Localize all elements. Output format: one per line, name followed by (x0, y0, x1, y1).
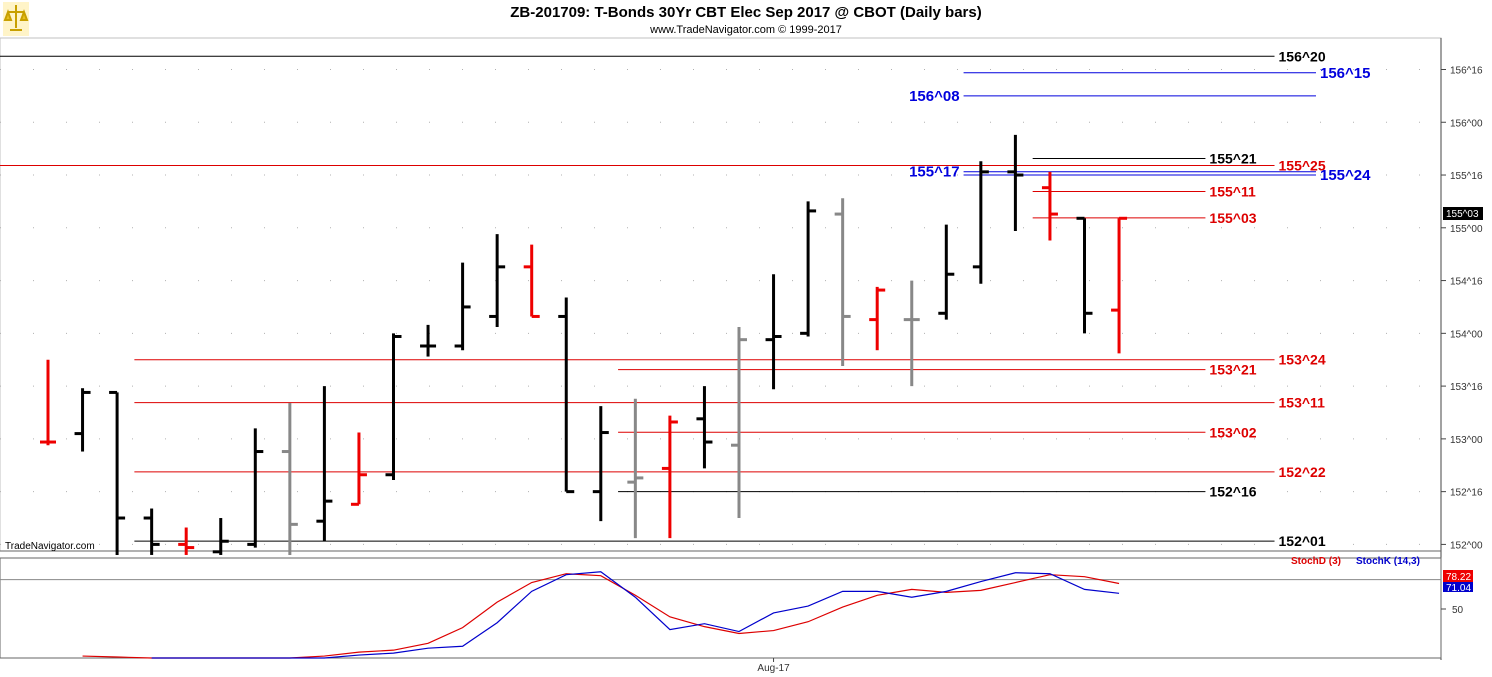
level-label: 153^24 (1279, 352, 1326, 368)
level-label: 152^16 (1209, 484, 1256, 500)
ohlc-bar (592, 406, 609, 522)
level-label: 155^25 (1279, 158, 1326, 174)
ohlc-bar (765, 274, 782, 390)
ohlc-bar (281, 402, 298, 555)
ohlc-bar (454, 262, 471, 351)
level-label: 155^21 (1209, 151, 1256, 167)
stoch-line (151, 571, 1120, 659)
ohlc-bar (661, 415, 678, 539)
ohlc-bar (178, 527, 195, 555)
y-tick-label: 154^16 (1450, 277, 1483, 288)
ohlc-bar (869, 286, 886, 351)
level-label: 155^11 (1209, 184, 1256, 200)
ohlc-bars (40, 134, 1128, 555)
level-label: 152^01 (1279, 533, 1326, 549)
ohlc-bar (731, 326, 747, 519)
ohlc-bar (903, 280, 920, 387)
ohlc-bar (800, 201, 817, 337)
y-tick-label: 155^16 (1450, 171, 1483, 182)
ohlc-bar (1007, 134, 1024, 231)
price-grid (0, 68, 1441, 545)
y-tick-label: 153^16 (1450, 382, 1483, 393)
chart-subtitle: www.TradeNavigator.com © 1999-2017 (649, 24, 842, 36)
ohlc-bar (74, 388, 91, 452)
ohlc-bar (1076, 216, 1093, 334)
last-price-label: 155^03 (1446, 209, 1479, 220)
level-label: 155^24 (1320, 167, 1371, 184)
level-label: 156^08 (909, 88, 959, 105)
ohlc-bar (1041, 171, 1058, 241)
ohlc-bar (316, 386, 333, 542)
ohlc-bar (523, 244, 540, 318)
y-tick-label: 155^00 (1450, 224, 1483, 235)
y-tick-label: 153^00 (1450, 435, 1483, 446)
stochD-badge (1443, 570, 1473, 582)
level-label: 153^11 (1279, 395, 1326, 411)
date-axis: Aug-17 (757, 658, 790, 674)
stoch-tick-label: 50 (1452, 605, 1464, 616)
last-price-badge: 155^03 (1443, 207, 1483, 220)
stochK-legend: StochK (14,3) (1356, 556, 1420, 567)
stochK-badge-label: 71.04 (1446, 583, 1471, 594)
level-label: 153^21 (1209, 362, 1256, 378)
level-label: 155^03 (1209, 210, 1256, 226)
ohlc-bar (696, 386, 713, 469)
level-label: 155^17 (909, 164, 959, 181)
y-tick-label: 154^00 (1450, 329, 1483, 340)
level-label: 153^02 (1209, 424, 1256, 440)
ohlc-bar (143, 508, 160, 555)
ohlc-bar (627, 398, 644, 539)
stochK-badge (1443, 582, 1473, 592)
stochD-legend: StochD (3) (1291, 556, 1341, 567)
level-label: 156^15 (1320, 65, 1370, 82)
y-tick-label: 152^16 (1450, 488, 1483, 499)
watermark: TradeNavigator.com (5, 541, 95, 552)
ohlc-bar (834, 198, 851, 367)
level-label: 152^22 (1279, 464, 1326, 480)
ohlc-bar (385, 333, 402, 481)
x-tick-label: Aug-17 (757, 663, 790, 674)
y-tick-label: 152^00 (1450, 540, 1483, 551)
ohlc-bar (40, 359, 56, 446)
y-tick-label: 156^16 (1450, 65, 1483, 76)
price-axis: 152^00 152^16 153^00 153^16 154^00 154^16 155^… (1441, 65, 1483, 551)
stochD-badge-label: 78.22 (1446, 572, 1471, 583)
ohlc-bar (489, 234, 506, 327)
ohlc-bar (350, 432, 367, 506)
ohlc-bar (247, 428, 264, 548)
ohlc-bar (1111, 216, 1128, 354)
y-tick-label: 156^00 (1450, 118, 1483, 129)
stoch-panel (0, 557, 1442, 659)
ohlc-bar (972, 161, 989, 284)
chart-title: ZB-201709: T-Bonds 30Yr CBT Elec Sep 201… (510, 4, 981, 21)
ohlc-bar (212, 518, 229, 555)
ohlc-bar (558, 297, 575, 494)
level-label: 156^20 (1279, 48, 1326, 64)
price-panel (0, 37, 1442, 552)
ohlc-bar (420, 324, 437, 357)
ohlc-bar (109, 390, 126, 555)
trade-navigator-logo (3, 2, 29, 36)
ohlc-bar (938, 224, 955, 320)
